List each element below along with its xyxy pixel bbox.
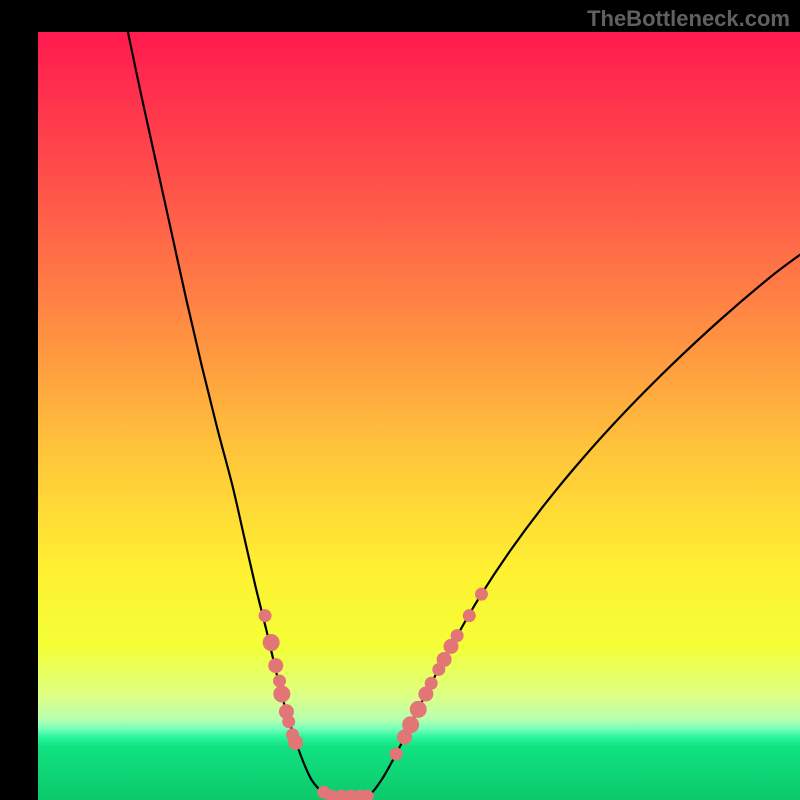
plot-svg [38, 32, 800, 800]
marker-dot [475, 588, 487, 600]
marker-dot [361, 790, 373, 800]
marker-dot [263, 635, 279, 651]
marker-dot [403, 717, 419, 733]
marker-dot [463, 610, 475, 622]
marker-dot [390, 748, 402, 760]
marker-dot [283, 716, 295, 728]
marker-dot [289, 735, 303, 749]
marker-dot [425, 677, 437, 689]
chart-container: TheBottleneck.com [0, 0, 800, 800]
marker-dot [259, 610, 271, 622]
plot-area [38, 32, 800, 800]
marker-dot [437, 652, 451, 666]
marker-dot [451, 630, 463, 642]
watermark-text: TheBottleneck.com [587, 6, 790, 32]
marker-dot [274, 686, 290, 702]
marker-dot [274, 675, 286, 687]
marker-dot [410, 701, 426, 717]
marker-dot [269, 659, 283, 673]
